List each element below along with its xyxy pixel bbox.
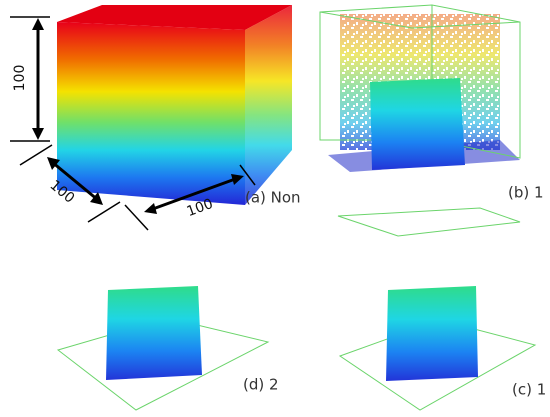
arrowhead xyxy=(144,203,157,214)
cube-top xyxy=(57,5,292,30)
dim-arrow xyxy=(149,176,239,212)
dimension-label: 100 xyxy=(12,65,28,92)
panel-c: (c) 1 xyxy=(338,286,546,411)
dim-tick xyxy=(124,204,149,231)
arrowhead xyxy=(47,157,60,170)
arrowhead xyxy=(32,18,44,30)
dim-tick xyxy=(239,164,256,186)
dim-tick xyxy=(19,144,53,166)
panel-label: (b) 1 xyxy=(508,184,544,202)
frame-edge xyxy=(319,11,413,29)
panel-label: (c) 1 xyxy=(512,381,546,399)
dim-tick xyxy=(87,201,121,223)
cube-cloud xyxy=(370,78,465,170)
arrowhead xyxy=(231,174,244,185)
panel-b: (b) 1 xyxy=(319,4,544,237)
dim-arrow xyxy=(51,160,99,202)
panel-label: (a) Non xyxy=(245,189,301,207)
cube-front xyxy=(57,22,245,205)
panel-label: (d) 2 xyxy=(243,376,279,394)
cube-cloud xyxy=(386,286,478,381)
cube-side xyxy=(245,5,292,205)
panel-a: 100 100 100 (a) Non xyxy=(10,5,301,231)
arrowhead xyxy=(90,192,103,205)
arrowhead xyxy=(32,128,44,140)
cube-cloud xyxy=(106,286,202,380)
ground-plane xyxy=(337,207,521,237)
frame-edge xyxy=(411,21,521,29)
panel-d: (d) 2 xyxy=(56,286,279,411)
